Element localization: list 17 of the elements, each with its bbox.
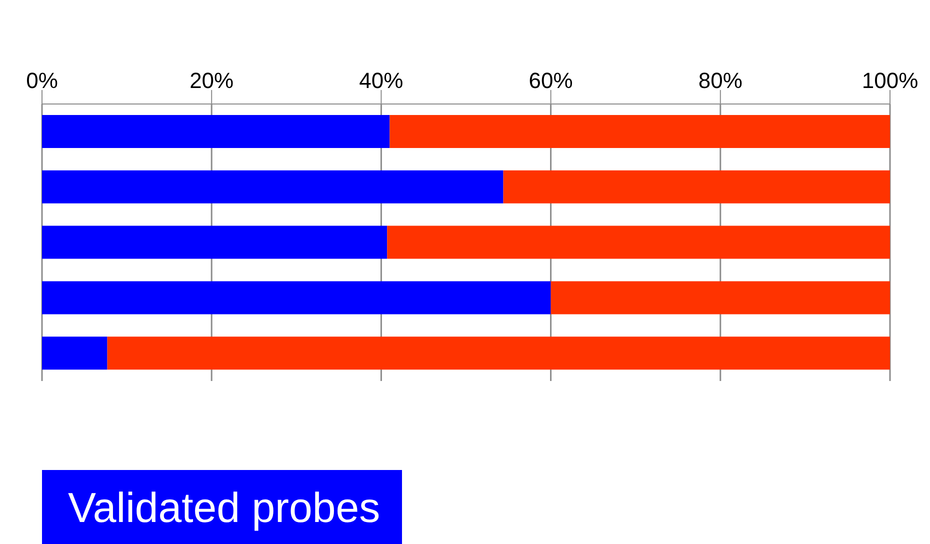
x-tick-label: 40% <box>359 68 404 93</box>
bar <box>503 170 890 204</box>
x-tick-label: 20% <box>190 68 234 93</box>
bar <box>107 336 890 370</box>
bar <box>42 281 551 314</box>
x-tick-label: 0% <box>26 68 58 93</box>
bar <box>550 281 890 314</box>
text: Validated probes <box>42 470 402 544</box>
bar <box>42 226 388 259</box>
x-tick-label: 100% <box>862 68 918 93</box>
bar <box>42 115 390 148</box>
bar <box>42 170 504 204</box>
bar <box>390 115 890 148</box>
x-tick-label: 80% <box>698 68 742 93</box>
bar <box>42 336 108 370</box>
x-tick-label: 60% <box>528 68 573 93</box>
bar <box>387 226 890 259</box>
